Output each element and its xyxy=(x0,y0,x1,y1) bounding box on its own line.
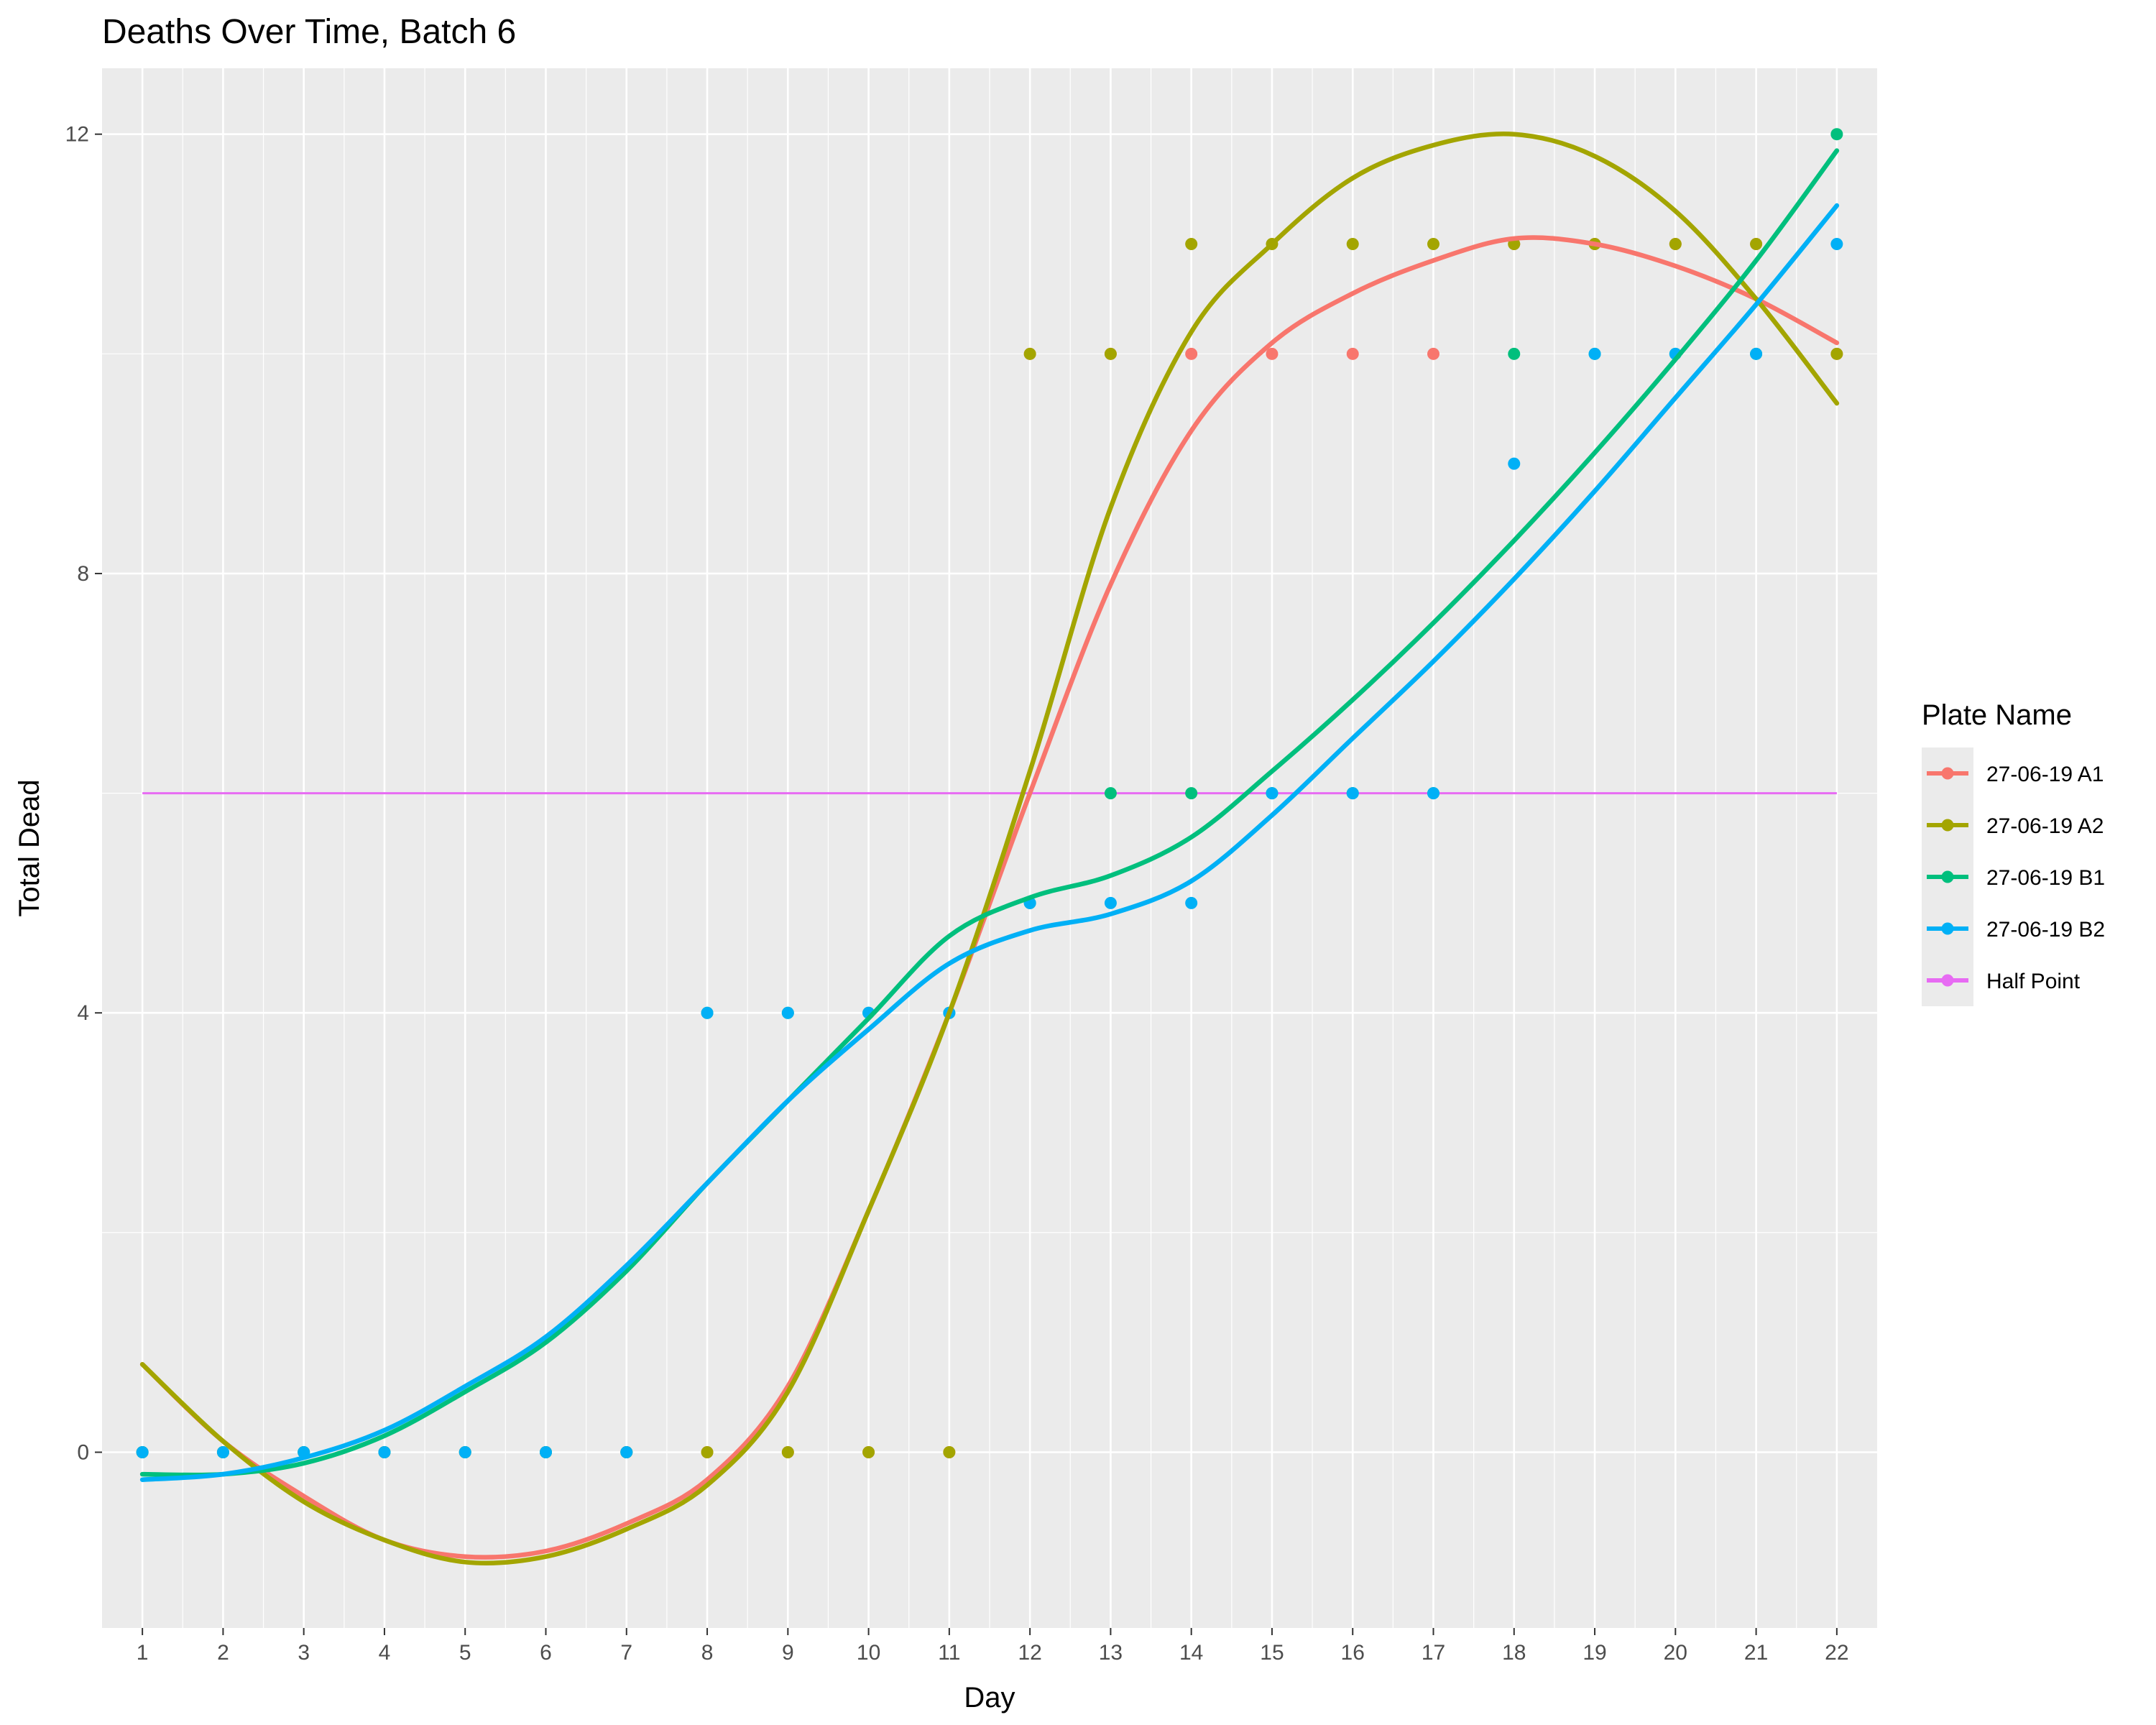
x-tick-label: 14 xyxy=(1179,1641,1203,1665)
legend-title: Plate Name xyxy=(1922,699,2072,731)
x-tick-label: 2 xyxy=(217,1641,229,1665)
legend-item-27-06-19-b2: 27-06-19 B2 xyxy=(1922,903,2105,954)
x-tick-label: 19 xyxy=(1583,1641,1606,1665)
y-tick-label: 8 xyxy=(77,562,89,586)
point-27-06-19-b2 xyxy=(1427,787,1439,800)
point-27-06-19-a2 xyxy=(1185,238,1198,251)
point-27-06-19-b2 xyxy=(1750,347,1763,360)
legend-label: Half Point xyxy=(1986,970,2081,993)
point-27-06-19-a2 xyxy=(781,1445,794,1458)
data-layer xyxy=(136,128,1843,1566)
x-axis-title: Day xyxy=(964,1682,1015,1714)
point-27-06-19-a2 xyxy=(1104,347,1117,360)
legend-label: 27-06-19 B2 xyxy=(1986,918,2105,942)
legend-key-point xyxy=(1941,922,1954,935)
point-27-06-19-b2 xyxy=(216,1445,229,1458)
point-27-06-19-b2 xyxy=(540,1445,552,1458)
point-27-06-19-b2 xyxy=(1830,238,1843,251)
x-tick-label: 20 xyxy=(1664,1641,1687,1665)
point-27-06-19-a2 xyxy=(862,1445,875,1458)
point-27-06-19-a1 xyxy=(1266,347,1279,360)
point-27-06-19-b2 xyxy=(1588,347,1601,360)
point-27-06-19-b2 xyxy=(1508,457,1521,470)
x-tick-label: 21 xyxy=(1744,1641,1768,1665)
x-tick-label: 10 xyxy=(857,1641,880,1665)
x-tick-label: 5 xyxy=(459,1641,471,1665)
legend-key-point xyxy=(1941,819,1954,832)
x-tick-label: 3 xyxy=(298,1641,310,1665)
legend-key-point xyxy=(1941,767,1954,780)
x-tick-label: 9 xyxy=(782,1641,794,1665)
legend-label: 27-06-19 B1 xyxy=(1986,866,2105,890)
point-27-06-19-b1 xyxy=(1508,347,1521,360)
point-27-06-19-b2 xyxy=(136,1445,149,1458)
point-27-06-19-b2 xyxy=(620,1445,633,1458)
point-27-06-19-a2 xyxy=(1830,347,1843,360)
legend-label: 27-06-19 A2 xyxy=(1986,814,2104,838)
point-27-06-19-b1 xyxy=(1185,787,1198,800)
x-tick-label: 13 xyxy=(1099,1641,1123,1665)
y-tick-label: 0 xyxy=(77,1440,89,1464)
x-tick-label: 18 xyxy=(1502,1641,1526,1665)
point-27-06-19-a1 xyxy=(1427,347,1439,360)
smooth-27-06-19-a2 xyxy=(139,131,1840,1566)
x-tick-label: 22 xyxy=(1825,1641,1848,1665)
point-27-06-19-b2 xyxy=(1104,896,1117,909)
smooth-27-06-19-b1 xyxy=(139,148,1840,1478)
legend-label: 27-06-19 A1 xyxy=(1986,763,2104,786)
legend-item-27-06-19-a1: 27-06-19 A1 xyxy=(1922,748,2104,799)
point-27-06-19-a2 xyxy=(943,1445,956,1458)
y-axis-title: Total Dead xyxy=(14,779,45,916)
y-tick-label: 12 xyxy=(65,123,89,147)
legend-item-27-06-19-b1: 27-06-19 B1 xyxy=(1922,851,2105,903)
point-27-06-19-a2 xyxy=(1427,238,1439,251)
x-tick-label: 1 xyxy=(137,1641,149,1665)
point-27-06-19-b2 xyxy=(378,1445,391,1458)
grid xyxy=(102,68,1877,1628)
legend-key-point xyxy=(1941,870,1954,883)
legend-item-27-06-19-a2: 27-06-19 A2 xyxy=(1922,799,2104,851)
point-27-06-19-a1 xyxy=(1185,347,1198,360)
x-tick-label: 16 xyxy=(1341,1641,1365,1665)
legend-item-half-point: Half Point xyxy=(1922,954,2081,1006)
point-27-06-19-a2 xyxy=(1669,238,1682,251)
point-27-06-19-a1 xyxy=(1346,347,1359,360)
point-27-06-19-a2 xyxy=(1346,238,1359,251)
x-tick-label: 11 xyxy=(938,1641,960,1665)
x-tick-label: 17 xyxy=(1422,1641,1445,1665)
smooth-27-06-19-b2 xyxy=(139,203,1840,1482)
point-27-06-19-b1 xyxy=(1104,787,1117,800)
x-tick-label: 7 xyxy=(620,1641,632,1665)
chart-title: Deaths Over Time, Batch 6 xyxy=(102,13,516,51)
point-27-06-19-b2 xyxy=(459,1445,471,1458)
point-27-06-19-b2 xyxy=(781,1006,794,1019)
legend: Plate Name 27-06-19 A1 27-06-19 A2 27-06-1… xyxy=(1922,699,2105,1006)
point-27-06-19-b2 xyxy=(1266,787,1279,800)
x-tick-label: 4 xyxy=(379,1641,391,1665)
point-27-06-19-b2 xyxy=(1346,787,1359,800)
x-tick-label: 8 xyxy=(701,1641,714,1665)
y-tick-label: 4 xyxy=(77,1001,89,1025)
point-27-06-19-b1 xyxy=(1830,128,1843,141)
x-tick-label: 15 xyxy=(1260,1641,1284,1665)
x-tick-label: 12 xyxy=(1018,1641,1041,1665)
point-27-06-19-a2 xyxy=(701,1445,714,1458)
legend-key-point xyxy=(1941,974,1954,987)
point-27-06-19-b2 xyxy=(1185,896,1198,909)
point-27-06-19-a2 xyxy=(1023,347,1036,360)
x-tick-label: 6 xyxy=(540,1641,552,1665)
point-27-06-19-b2 xyxy=(701,1006,714,1019)
point-27-06-19-a2 xyxy=(1750,238,1763,251)
